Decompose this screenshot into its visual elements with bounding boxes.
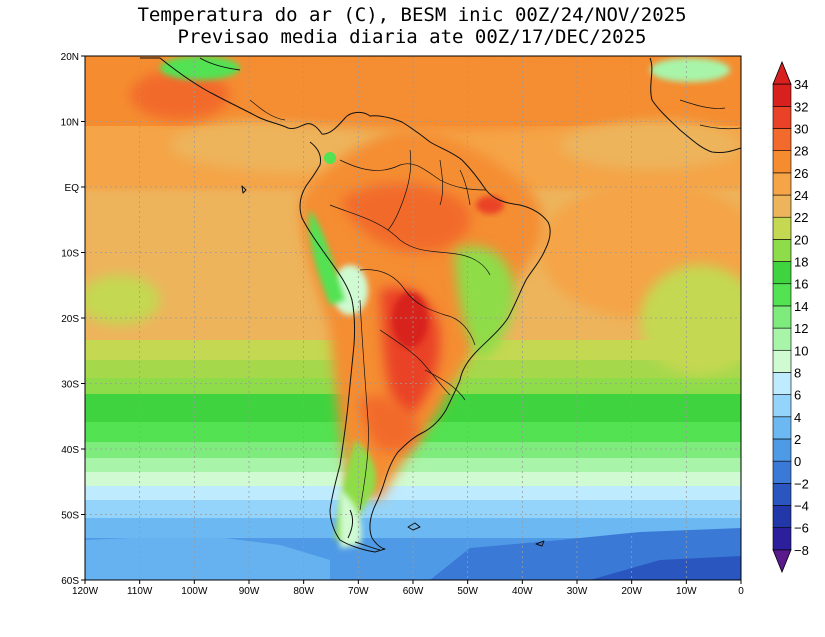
lat-tick-label: 30S bbox=[61, 380, 79, 391]
lat-tick-label: 20N bbox=[61, 52, 79, 63]
colorbar-bin bbox=[772, 372, 792, 395]
colorbar-label: 20 bbox=[794, 232, 808, 247]
colorbar-bin bbox=[772, 305, 792, 329]
colorbar-label: −2 bbox=[794, 476, 809, 491]
lon-tick-label: 110W bbox=[127, 586, 153, 597]
colorbar-label: −8 bbox=[794, 543, 809, 558]
colorbar-label: 2 bbox=[794, 432, 801, 447]
colorbar-bin bbox=[772, 416, 792, 440]
colorbar-bin bbox=[772, 438, 792, 462]
colorbar-bin bbox=[772, 283, 792, 307]
colorbar-bin bbox=[772, 106, 792, 129]
graticule bbox=[85, 56, 741, 580]
colorbar-bin bbox=[772, 239, 792, 262]
lon-tick-label: 90W bbox=[239, 586, 260, 597]
colorbar-bin bbox=[772, 460, 792, 484]
lon-tick-label: 10W bbox=[676, 586, 697, 597]
colorbar-bin bbox=[772, 150, 792, 174]
lon-tick-label: 0 bbox=[738, 586, 744, 597]
colorbar-label: 10 bbox=[794, 343, 808, 358]
colorbar-label: 4 bbox=[794, 410, 801, 425]
lon-tick-label: 120W bbox=[72, 586, 99, 597]
colorbar-label: 28 bbox=[794, 144, 808, 159]
colorbar-label: 6 bbox=[794, 388, 801, 403]
colorbar-bin bbox=[772, 394, 792, 418]
colorbar-bin bbox=[772, 327, 792, 351]
lat-tick-label: 40S bbox=[61, 445, 79, 456]
colorbar-label: 8 bbox=[794, 365, 801, 380]
coastlines bbox=[140, 57, 741, 553]
colorbar-label: 18 bbox=[794, 255, 808, 270]
lat-tick-label: 50S bbox=[61, 511, 79, 522]
lat-tick-label: 10N bbox=[61, 118, 79, 129]
colorbar-bin bbox=[772, 483, 792, 506]
lon-tick-label: 60W bbox=[403, 586, 424, 597]
colorbar-label: 34 bbox=[794, 77, 808, 92]
colorbar-bin bbox=[772, 349, 792, 373]
colorbar-bin bbox=[772, 194, 792, 218]
colorbar-label: 26 bbox=[794, 166, 808, 181]
map-title-line2: Previsao media diaria ate 00Z/17/DEC/202… bbox=[178, 26, 647, 48]
lon-tick-label: 80W bbox=[293, 586, 314, 597]
lon-tick-label: 40W bbox=[512, 586, 533, 597]
lat-tick-label: 60S bbox=[61, 576, 79, 587]
colorbar-label: 16 bbox=[794, 277, 808, 292]
lon-tick-label: 30W bbox=[567, 586, 588, 597]
colorbar-bin bbox=[772, 172, 792, 196]
colorbar-label: 22 bbox=[794, 210, 808, 225]
temperature-map bbox=[85, 56, 741, 580]
lon-tick-label: 70W bbox=[348, 586, 369, 597]
latitude-axis: 20N 10N EQ 10S 20S 30S 40S 50S 60S bbox=[61, 52, 85, 587]
colorbar-label: 12 bbox=[794, 321, 808, 336]
colorbar-bin bbox=[772, 505, 792, 528]
country-borders bbox=[249, 99, 741, 511]
lat-tick-label: 20S bbox=[61, 314, 79, 325]
lon-tick-label: 50W bbox=[457, 586, 478, 597]
colorbar-label: 32 bbox=[794, 99, 808, 114]
colorbar-bin bbox=[772, 83, 792, 107]
colorbar-label: 30 bbox=[794, 122, 808, 137]
colorbar-label: −6 bbox=[794, 521, 809, 536]
colorbar-bin bbox=[772, 261, 792, 285]
colorbar-bin bbox=[772, 128, 792, 151]
colorbar-label: 24 bbox=[794, 188, 808, 203]
colorbar-label: −4 bbox=[794, 498, 809, 513]
longitude-axis: 120W 110W 100W 90W 80W 70W 60W 50W 40W 30W 20W 10W 0 bbox=[72, 580, 744, 597]
colorbar-label: 0 bbox=[794, 454, 801, 469]
lon-tick-label: 100W bbox=[181, 586, 208, 597]
lon-tick-label: 20W bbox=[621, 586, 642, 597]
colorbar-label: 14 bbox=[794, 299, 808, 314]
colorbar-bin bbox=[772, 216, 792, 240]
colorbar-arrow-max bbox=[772, 60, 792, 85]
colorbar-arrow-min bbox=[772, 549, 792, 574]
lat-tick-label: EQ bbox=[65, 183, 80, 194]
lat-tick-label: 10S bbox=[61, 249, 79, 260]
colorbar-bin bbox=[772, 527, 792, 551]
map-title-line1: Temperatura do ar (C), BESM inic 00Z/24/… bbox=[137, 4, 686, 26]
